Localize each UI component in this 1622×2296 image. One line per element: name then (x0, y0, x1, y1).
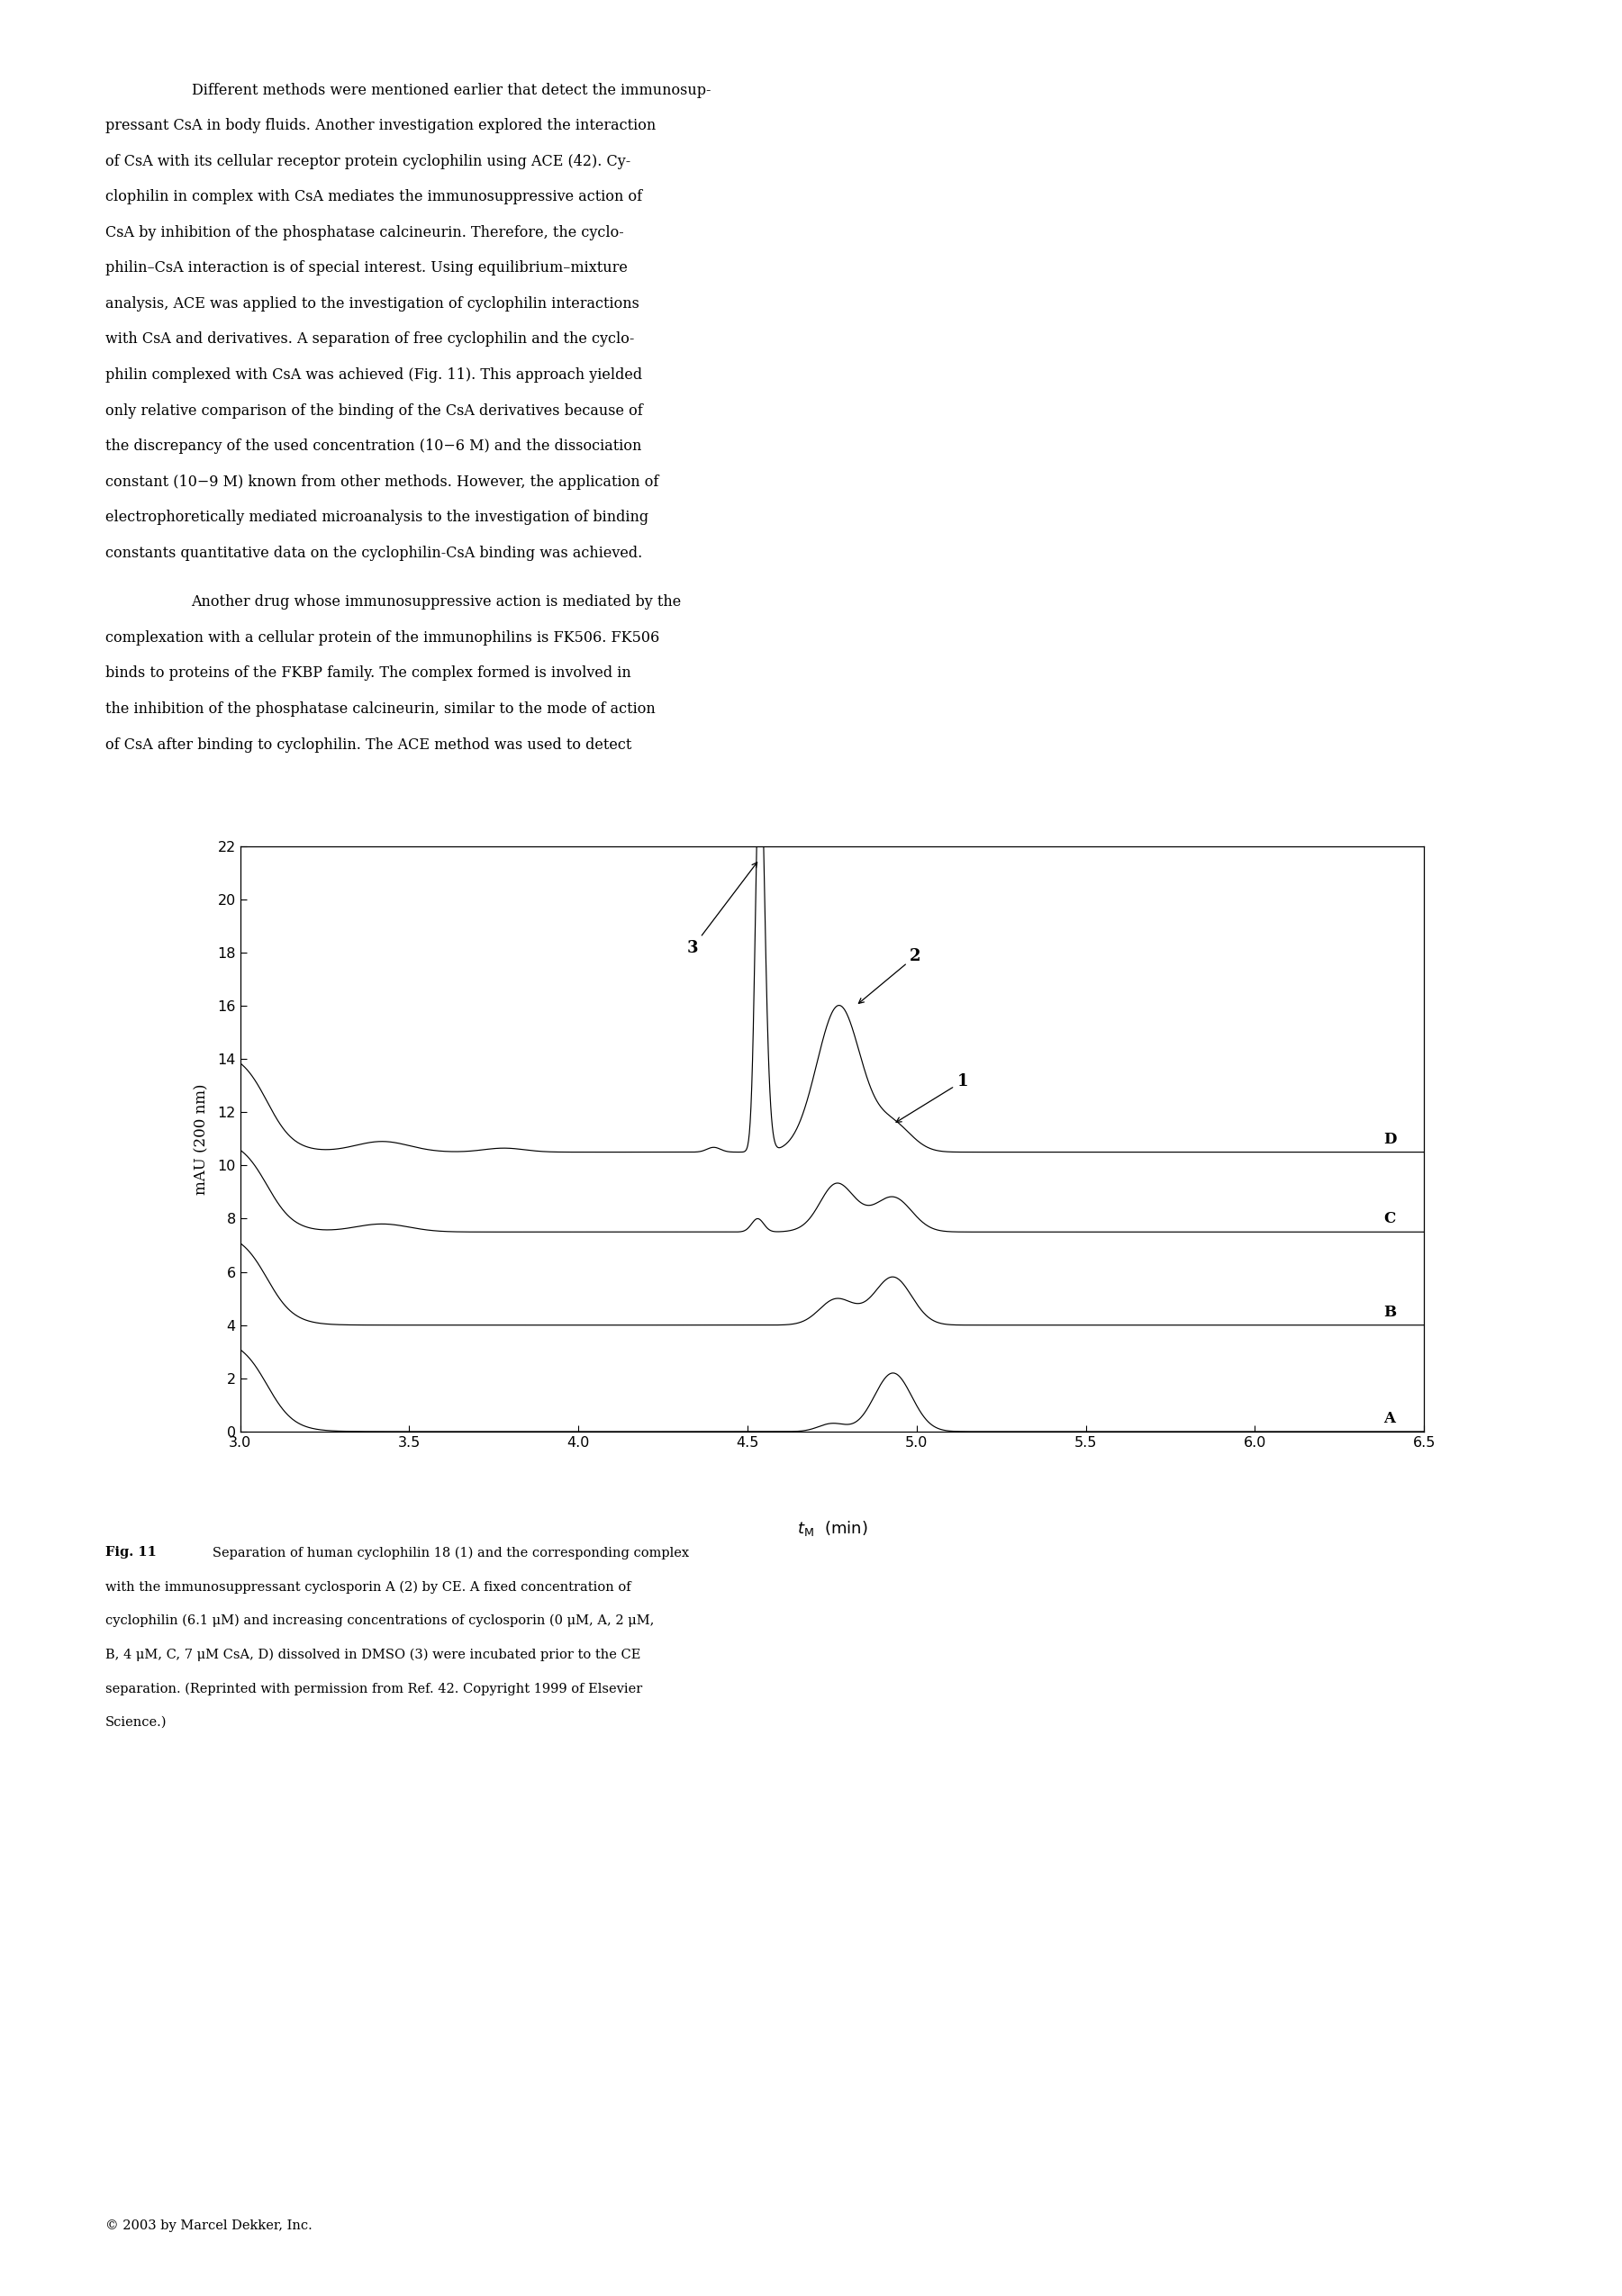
Text: 3: 3 (686, 863, 757, 955)
Text: separation. (Reprinted with permission from Ref. 42. Copyright 1999 of Elsevier: separation. (Reprinted with permission f… (105, 1683, 642, 1694)
Text: cyclophilin (6.1 μM) and increasing concentrations of cyclosporin (0 μM, A, 2 μM: cyclophilin (6.1 μM) and increasing conc… (105, 1614, 654, 1628)
Text: 2: 2 (858, 948, 921, 1003)
Text: with the immunosuppressant cyclosporin A (2) by CE. A fixed concentration of: with the immunosuppressant cyclosporin A… (105, 1580, 631, 1593)
Text: philin complexed with CsA was achieved (Fig. 11). This approach yielded: philin complexed with CsA was achieved (… (105, 367, 642, 383)
Text: only relative comparison of the binding of the CsA derivatives because of: only relative comparison of the binding … (105, 402, 642, 418)
Text: © 2003 by Marcel Dekker, Inc.: © 2003 by Marcel Dekker, Inc. (105, 2220, 313, 2232)
Text: pressant CsA in body fluids. Another investigation explored the interaction: pressant CsA in body fluids. Another inv… (105, 117, 655, 133)
Text: binds to proteins of the FKBP family. The complex formed is involved in: binds to proteins of the FKBP family. Th… (105, 666, 631, 682)
Text: constants quantitative data on the cyclophilin-CsA binding was achieved.: constants quantitative data on the cyclo… (105, 544, 642, 560)
Text: CsA by inhibition of the phosphatase calcineurin. Therefore, the cyclo-: CsA by inhibition of the phosphatase cal… (105, 225, 624, 241)
Text: the inhibition of the phosphatase calcineurin, similar to the mode of action: the inhibition of the phosphatase calcin… (105, 700, 655, 716)
Text: the discrepancy of the used concentration (10−6 M) and the dissociation: the discrepancy of the used concentratio… (105, 439, 642, 455)
Text: Different methods were mentioned earlier that detect the immunosup-: Different methods were mentioned earlier… (191, 83, 710, 99)
Text: of CsA with its cellular receptor protein cyclophilin using ACE (42). Cy-: of CsA with its cellular receptor protei… (105, 154, 631, 170)
Text: B: B (1384, 1304, 1397, 1320)
Text: D: D (1384, 1132, 1397, 1146)
Text: with CsA and derivatives. A separation of free cyclophilin and the cyclo-: with CsA and derivatives. A separation o… (105, 331, 634, 347)
Y-axis label: mAU (200 nm): mAU (200 nm) (195, 1084, 209, 1194)
Text: B, 4 μM, C, 7 μM CsA, D) dissolved in DMSO (3) were incubated prior to the CE: B, 4 μM, C, 7 μM CsA, D) dissolved in DM… (105, 1649, 641, 1662)
Text: Fig. 11: Fig. 11 (105, 1545, 157, 1559)
Text: of CsA after binding to cyclophilin. The ACE method was used to detect: of CsA after binding to cyclophilin. The… (105, 737, 631, 753)
Text: Another drug whose immunosuppressive action is mediated by the: Another drug whose immunosuppressive act… (191, 595, 681, 611)
Text: A: A (1384, 1412, 1395, 1426)
Text: Science.): Science.) (105, 1715, 167, 1729)
Text: C: C (1384, 1212, 1395, 1226)
Text: electrophoretically mediated microanalysis to the investigation of binding: electrophoretically mediated microanalys… (105, 510, 649, 526)
Text: analysis, ACE was applied to the investigation of cyclophilin interactions: analysis, ACE was applied to the investi… (105, 296, 639, 312)
Text: clophilin in complex with CsA mediates the immunosuppressive action of: clophilin in complex with CsA mediates t… (105, 188, 642, 204)
Text: constant (10−9 M) known from other methods. However, the application of: constant (10−9 M) known from other metho… (105, 473, 659, 489)
Text: Separation of human cyclophilin 18 (1) and the corresponding complex: Separation of human cyclophilin 18 (1) a… (200, 1545, 689, 1559)
Text: 1: 1 (897, 1072, 968, 1123)
Text: philin–CsA interaction is of special interest. Using equilibrium–mixture: philin–CsA interaction is of special int… (105, 259, 628, 276)
Text: complexation with a cellular protein of the immunophilins is FK506. FK506: complexation with a cellular protein of … (105, 629, 660, 645)
Text: $t_{\rm M}\ \ {\rm (min)}$: $t_{\rm M}\ \ {\rm (min)}$ (796, 1518, 868, 1538)
